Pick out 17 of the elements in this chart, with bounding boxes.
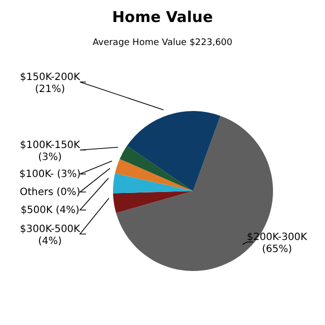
slice-label: $500K (4%) xyxy=(20,205,80,216)
chart-subtitle: Average Home Value $223,600 xyxy=(92,38,234,48)
slice-label: $100K-150K xyxy=(20,140,81,151)
slice-label: $150K-200K xyxy=(20,72,81,83)
pie-slice xyxy=(114,158,193,191)
data-label: (3%) xyxy=(38,152,62,163)
category-label: Others (0%) xyxy=(20,187,80,198)
data-label: (21%) xyxy=(34,84,66,95)
slice-label: $300K-500K xyxy=(20,224,81,235)
data-label: (4%) xyxy=(38,236,62,247)
pie-slice xyxy=(113,173,193,194)
pie-slice xyxy=(113,191,193,214)
pie-slice xyxy=(120,146,193,191)
pie-slice xyxy=(126,111,220,191)
chart-title: Home Value xyxy=(111,8,214,26)
slice-label: $100K- (3%) xyxy=(19,169,81,180)
data-label: (65%) xyxy=(262,244,292,255)
